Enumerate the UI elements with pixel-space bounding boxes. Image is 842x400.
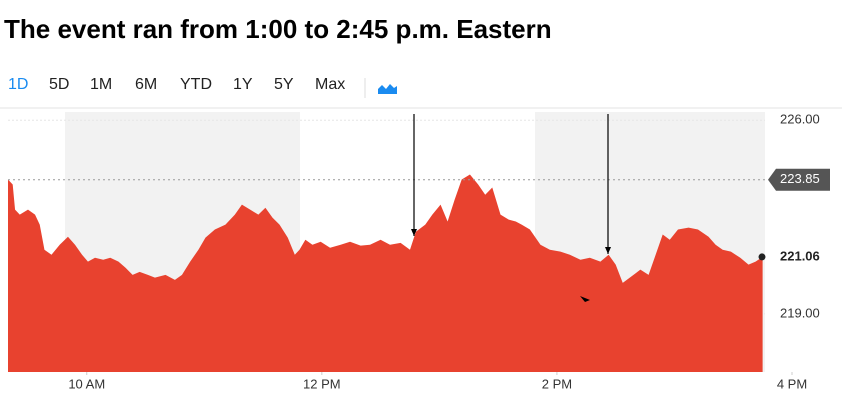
last-price-label: 221.06: [780, 248, 820, 263]
event-arrowhead: [580, 296, 590, 302]
range-tab[interactable]: 1Y: [233, 76, 253, 93]
range-tab[interactable]: 6M: [135, 76, 158, 93]
range-tab[interactable]: 1D: [8, 76, 29, 93]
chart-type-icon[interactable]: [378, 84, 397, 94]
x-tick-label: 12 PM: [303, 376, 341, 391]
y-tick-label: 219.00: [780, 305, 820, 320]
previous-close-label: 223.85: [780, 171, 820, 186]
range-tab[interactable]: YTD: [180, 76, 212, 93]
range-tab[interactable]: 1M: [90, 76, 113, 93]
title: The event ran from 1:00 to 2:45 p.m. Eas…: [4, 14, 552, 44]
previous-close-tag: [768, 168, 830, 191]
x-tick-label: 4 PM: [777, 376, 807, 391]
range-tab[interactable]: Max: [315, 76, 346, 93]
last-price-dot: [758, 253, 766, 261]
area-icon[interactable]: [378, 84, 397, 94]
price-area: [8, 174, 763, 372]
range-tab[interactable]: 5Y: [274, 76, 294, 93]
event-arrowhead: [411, 229, 417, 236]
event-arrowhead: [605, 247, 611, 254]
x-tick-label: 2 PM: [542, 376, 572, 391]
x-tick-label: 10 AM: [68, 376, 105, 391]
y-tick-label: 226.00: [780, 112, 820, 127]
range-tab[interactable]: 5D: [49, 76, 70, 93]
